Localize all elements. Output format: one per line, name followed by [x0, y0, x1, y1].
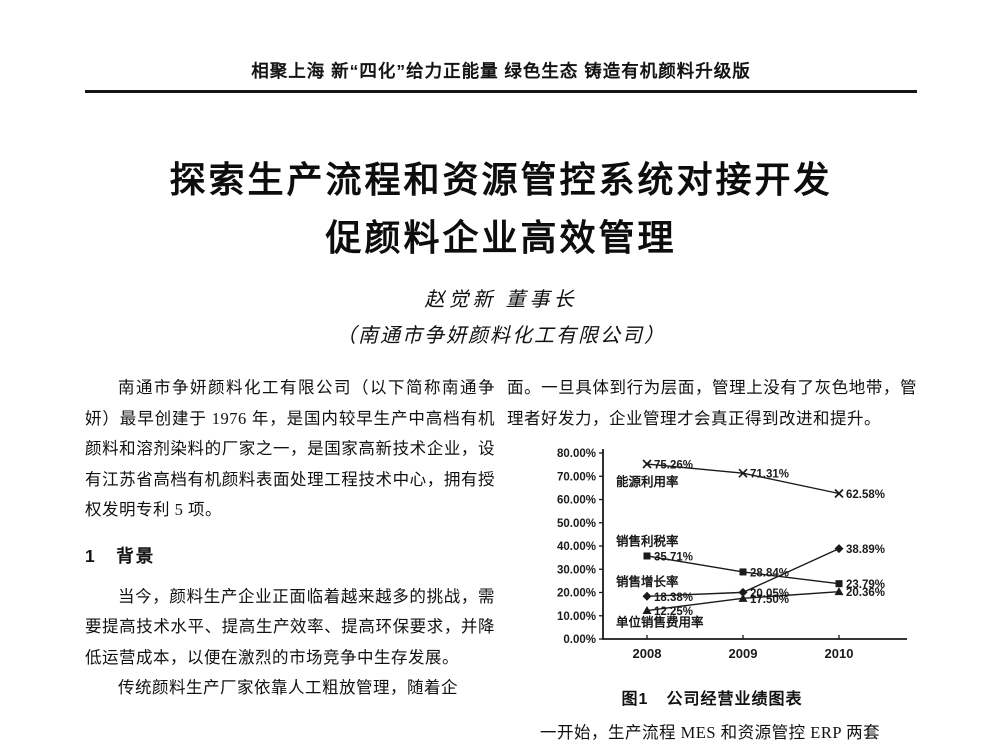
article-title-line2: 促颜料企业高效管理 [325, 217, 677, 258]
svg-text:10.00%: 10.00% [557, 611, 596, 623]
left-column: 南通市争妍颜料化工有限公司（以下简称南通争妍）最早创建于 1976 年，是国内较… [85, 373, 495, 749]
tradition-paragraph-partial: 传统颜料生产厂家依靠人工粗放管理，随着企 [118, 678, 458, 697]
author-affiliation: （南通市争妍颜料化工有限公司） [336, 325, 666, 347]
svg-text:40.00%: 40.00% [557, 541, 596, 553]
svg-text:12.25%: 12.25% [654, 606, 693, 618]
svg-text:60.00%: 60.00% [557, 495, 596, 507]
chart-container: 80.00% 70.00% 60.00% 50.00% 40.00% 30.00% 20.0… [507, 441, 917, 680]
svg-text:80.00%: 80.00% [557, 448, 596, 460]
performance-chart: 80.00% 70.00% 60.00% 50.00% 40.00% 30.00% 20.0… [557, 448, 907, 661]
continuation-paragraph: 面。一旦具体到行为层面，管理上没有了灰色地带，管理者好发力，企业管理才会真正得到… [507, 378, 917, 428]
svg-text:单位销售费用率: 单位销售费用率 [616, 615, 704, 630]
svg-text:50.00%: 50.00% [557, 518, 596, 530]
article-title-line1: 探索生产流程和资源管控系统对接开发 [169, 159, 833, 200]
article-title: 探索生产流程和资源管控系统对接开发 促颜料企业高效管理 [85, 151, 917, 267]
svg-text:23.79%: 23.79% [846, 579, 885, 591]
intro-paragraph: 南通市争妍颜料化工有限公司（以下简称南通争妍）最早创建于 1976 年，是国内较… [85, 378, 495, 519]
svg-text:70.00%: 70.00% [557, 471, 596, 483]
svg-text:18.38%: 18.38% [654, 592, 693, 604]
svg-text:2008: 2008 [633, 646, 662, 661]
svg-text:20.36%: 20.36% [846, 587, 885, 599]
svg-text:2009: 2009 [729, 646, 758, 661]
svg-text:能源利用率: 能源利用率 [616, 474, 679, 489]
page-header-slogan: 相聚上海 新“四化”给力正能量 绿色生态 铸造有机颜料升级版 [251, 61, 751, 81]
svg-text:62.58%: 62.58% [846, 489, 885, 501]
svg-text:38.89%: 38.89% [846, 544, 885, 556]
svg-text:35.71%: 35.71% [654, 551, 693, 563]
section-heading-background: 1 背景 [85, 545, 156, 566]
author-name: 赵觉新 董事长 [424, 289, 578, 311]
figure-1: 80.00% 70.00% 60.00% 50.00% 40.00% 30.00% 20.0… [507, 441, 917, 709]
figure-caption: 图1 公司经营业绩图表 [507, 685, 917, 709]
svg-text:75.26%: 75.26% [654, 460, 693, 472]
body-columns: 南通市争妍颜料化工有限公司（以下简称南通争妍）最早创建于 1976 年，是国内较… [85, 373, 917, 749]
background-paragraph: 当今，颜料生产企业正面临着越来越多的挑战，需要提高技术水平、提高生产效率、提高环… [85, 586, 495, 667]
svg-text:销售增长率: 销售增长率 [616, 574, 679, 589]
svg-text:销售利税率: 销售利税率 [616, 533, 679, 548]
svg-text:0.00%: 0.00% [563, 634, 596, 646]
right-column: 面。一旦具体到行为层面，管理上没有了灰色地带，管理者好发力，企业管理才会真正得到… [507, 373, 917, 749]
svg-text:20.00%: 20.00% [557, 588, 596, 600]
figure-caption-prefix: 图1 [621, 691, 649, 708]
figure-caption-text: 公司经营业绩图表 [666, 691, 803, 708]
svg-text:17.50%: 17.50% [750, 594, 789, 606]
svg-text:71.31%: 71.31% [750, 469, 789, 481]
svg-text:30.00%: 30.00% [557, 564, 596, 576]
svg-text:2010: 2010 [825, 646, 854, 661]
mes-erp-paragraph-partial: 一开始，生产流程 MES 和资源管控 ERP 两套 [540, 723, 881, 742]
document-page: 相聚上海 新“四化”给力正能量 绿色生态 铸造有机颜料升级版 探索生产流程和资源… [85, 61, 917, 742]
header-rule [85, 90, 917, 93]
